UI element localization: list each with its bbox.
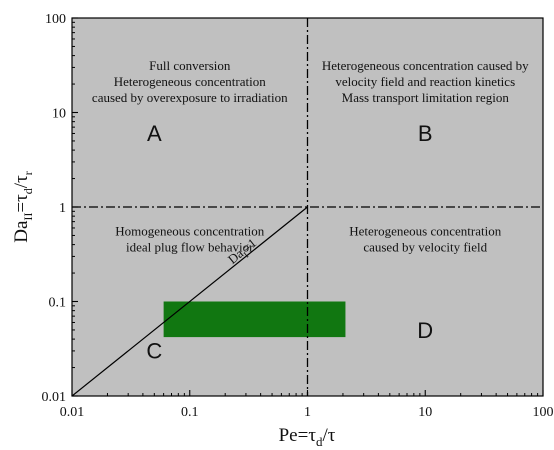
region-a-line: Heterogeneous concentration xyxy=(114,74,266,89)
y-tick-label: 100 xyxy=(45,12,66,27)
diagonal-label-sub: I xyxy=(242,250,251,260)
region-a-description: Full conversion Heterogeneous concentrati… xyxy=(92,58,288,105)
diagonal-line xyxy=(71,206,308,397)
region-a-line: Full conversion xyxy=(149,58,231,73)
y-tick-label: 0.01 xyxy=(42,390,67,405)
x-tick-label: 100 xyxy=(533,405,554,420)
region-c-description: Homogeneous concentration ideal plug flow… xyxy=(115,223,265,254)
y-tick-label: 10 xyxy=(52,107,66,122)
x-tick-label: 10 xyxy=(418,405,432,420)
region-d-description: Heterogeneous concentration caused by vel… xyxy=(349,223,501,254)
boundary-lines xyxy=(71,18,543,397)
region-a-line: caused by overexposure to irradiation xyxy=(92,90,288,105)
region-b-line: velocity field and reaction kinetics xyxy=(335,74,515,89)
axis-ticks: 0.01 0.1 1 10 100 0.01 0.1 1 10 100 xyxy=(42,12,554,420)
region-c-line: ideal plug flow behavior xyxy=(126,239,254,254)
plot-frame xyxy=(71,17,544,397)
y-axis-label: DaII=τd/τr xyxy=(11,171,35,242)
y-tick-label: 0.1 xyxy=(49,296,67,311)
highlight-rect xyxy=(163,301,346,338)
region-b-line: Heterogeneous concentration caused by xyxy=(322,58,529,73)
x-tick-label: 0.01 xyxy=(60,405,85,420)
region-d-line: caused by velocity field xyxy=(363,239,487,254)
region-d-letter: D xyxy=(417,318,433,343)
region-b-line: Mass transport limitation region xyxy=(342,90,510,105)
y-tick-label: 1 xyxy=(59,201,66,216)
region-a-letter: A xyxy=(147,121,162,146)
region-d-line: Heterogeneous concentration xyxy=(349,223,501,238)
x-axis-label: Pe=τd/τ xyxy=(279,425,336,449)
region-b-letter: B xyxy=(418,121,433,146)
x-tick-label: 1 xyxy=(304,405,311,420)
region-c-letter: C xyxy=(146,338,162,363)
region-b-description: Heterogeneous concentration caused by vel… xyxy=(322,58,529,105)
region-c-line: Homogeneous concentration xyxy=(115,223,265,238)
region-highlight-layer xyxy=(163,301,346,338)
x-tick-label: 0.1 xyxy=(181,405,199,420)
